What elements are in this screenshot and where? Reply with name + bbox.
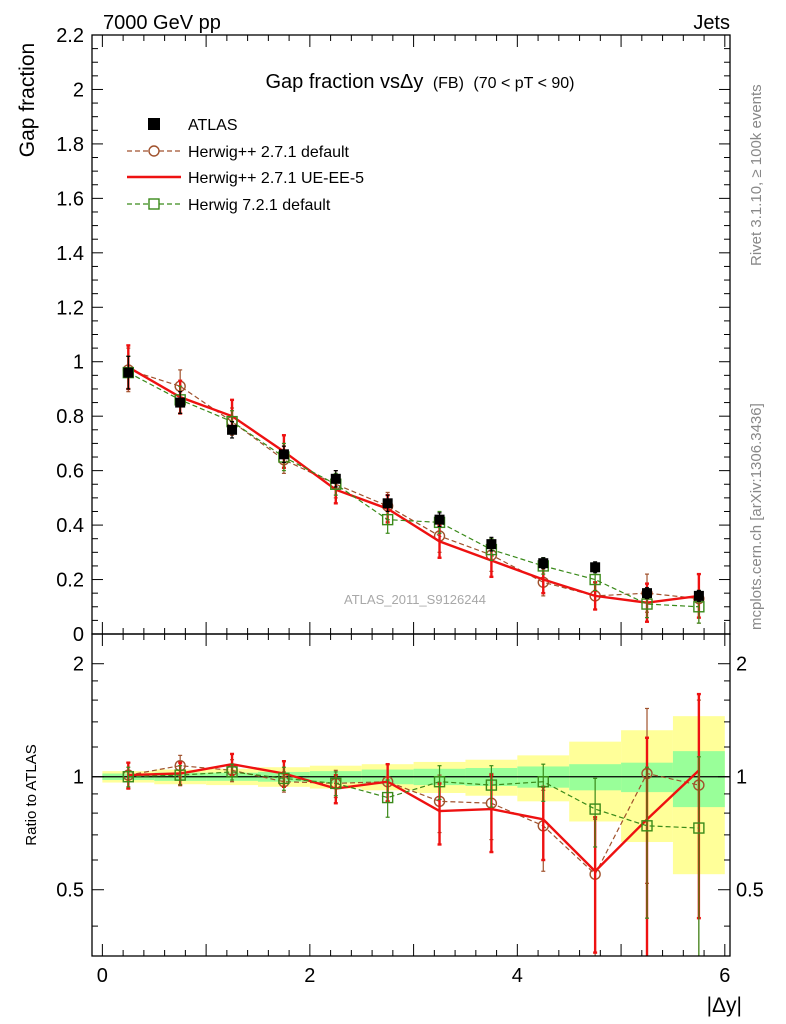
herwig-7-2-1-default-ratio-point <box>641 820 653 832</box>
herwig-2-7-1-ue-ee-5-top-line <box>127 366 700 604</box>
legend-marker-herwig-2-7-1-default <box>148 145 160 157</box>
atlas-top-point <box>123 367 134 378</box>
atlas-top-point <box>227 424 238 435</box>
atlas-top-point <box>382 498 393 509</box>
legend-label-atlas: ATLAS <box>188 117 238 134</box>
ratio-y-tick-label-right: 0.5 <box>736 880 764 902</box>
herwig-7-2-1-default-ratio-point <box>693 822 705 834</box>
x-tick-label: 0 <box>97 965 108 987</box>
title-range: (70 < pT < 90) <box>473 75 574 92</box>
herwig-7-2-1-default-ratio-point <box>537 775 549 788</box>
atlas-top-point <box>330 473 341 484</box>
top-y-axis-label: Gap fraction <box>16 43 39 157</box>
axes: 0 0.2 0.4 0.6 0.8 1 1.2 1.4 1.6 1.8 2 2.2 0 2 4 6 0.5 0.5… <box>56 25 764 987</box>
herwig-7-2-1-default-ratio-point <box>226 766 238 778</box>
top-y-tick-label: 2.2 <box>56 25 84 47</box>
ratio-y-tick-label-left: 1 <box>73 767 84 789</box>
x-axis-label: |Δy| <box>707 994 742 1017</box>
atlas-top-point <box>434 514 445 525</box>
herwig-7-2-1-default-ratio-point <box>330 777 342 790</box>
ratio-y-tick-label-left: 0.5 <box>56 880 84 902</box>
atlas-top-point <box>175 397 186 408</box>
header-energy: 7000 GeV pp <box>103 12 221 34</box>
top-y-tick-label: 0.6 <box>56 461 84 483</box>
bottom-y-axis-label: Ratio to ATLAS <box>23 744 40 845</box>
herwig-7-2-1-default-ratio-point <box>589 803 601 815</box>
herwig-7-2-1-default-ratio-point <box>278 772 290 785</box>
herwig-7-2-1-default-ratio-point <box>485 779 498 791</box>
ratio-y-tick-label-left: 2 <box>73 654 84 676</box>
top-y-tick-label: 1.4 <box>56 243 84 265</box>
atlas-top-point <box>642 588 653 599</box>
top-y-tick-label: 0.4 <box>56 515 84 537</box>
legend-label-herwig-2-7-1-default: Herwig++ 2.7.1 default <box>188 144 350 161</box>
atlas-top-point <box>693 590 704 601</box>
top-y-tick-label: 1.8 <box>56 134 84 156</box>
atlas-top-point <box>538 558 549 569</box>
top-y-tick-label: 0 <box>73 624 84 646</box>
ratio-y-tick-label-right: 2 <box>736 654 747 676</box>
ratio-panel-frame <box>91 633 731 957</box>
herwig-7-2-1-default-ratio-point <box>174 769 186 781</box>
title-main: Gap fraction vsΔy <box>266 71 424 93</box>
header-process: Jets <box>693 12 730 34</box>
top-panel-series <box>122 344 705 624</box>
atlas-top-point <box>278 449 289 460</box>
title-fb: (FB) <box>433 75 464 92</box>
mcplots-label: mcplots.cern.ch [arXiv:1306.3436] <box>748 403 765 630</box>
herwig-7-2-1-default-ratio-point <box>122 771 135 783</box>
herwig-2-7-1-default-ratio-line <box>128 765 700 876</box>
legend-label-herwig-2-7-1-ue-ee-5: Herwig++ 2.7.1 UE-EE-5 <box>188 170 364 187</box>
herwig-7-2-1-default-ratio-point <box>433 775 446 788</box>
legend-marker-atlas <box>148 118 160 130</box>
top-y-tick-label: 1.2 <box>56 297 84 319</box>
herwig-2-7-1-default-top-line <box>128 369 699 600</box>
chart-title: Gap fraction vsΔy (FB) (70 < pT < 90) <box>266 71 575 93</box>
herwig-7-2-1-default-top-point <box>381 513 394 526</box>
atlas-top-point <box>486 539 497 550</box>
top-y-tick-label: 1.6 <box>56 188 84 210</box>
herwig-7-2-1-default-top-point <box>589 573 601 586</box>
top-y-tick-label: 0.2 <box>56 570 84 592</box>
herwig-7-2-1-default-top-line <box>128 372 699 608</box>
top-y-tick-label: 1 <box>73 352 84 374</box>
x-tick-label: 6 <box>719 965 730 987</box>
legend-marker-herwig-7-2-1-default <box>148 198 160 210</box>
ratio-panel-series <box>122 692 705 956</box>
atlas-top-point <box>590 562 601 573</box>
legend: ATLAS Herwig++ 2.7.1 default Herwig++ 2.7.… <box>127 117 364 214</box>
top-y-tick-label: 2 <box>73 79 84 101</box>
rivet-version-label: Rivet 3.1.10, ≥ 100k events <box>748 84 765 266</box>
x-tick-label: 4 <box>512 965 523 987</box>
top-y-tick-label: 0.8 <box>56 406 84 428</box>
analysis-watermark: ATLAS_2011_S9126244 <box>344 592 486 607</box>
legend-label-herwig-7-2-1-default: Herwig 7.2.1 default <box>188 197 331 214</box>
x-tick-label: 2 <box>304 965 315 987</box>
ratio-y-tick-label-right: 1 <box>736 767 747 789</box>
herwig-2-7-1-ue-ee-5-ratio-line <box>128 762 700 873</box>
herwig-7-2-1-default-ratio-point <box>381 791 394 804</box>
herwig-7-2-1-default-ratio-line <box>128 771 699 829</box>
